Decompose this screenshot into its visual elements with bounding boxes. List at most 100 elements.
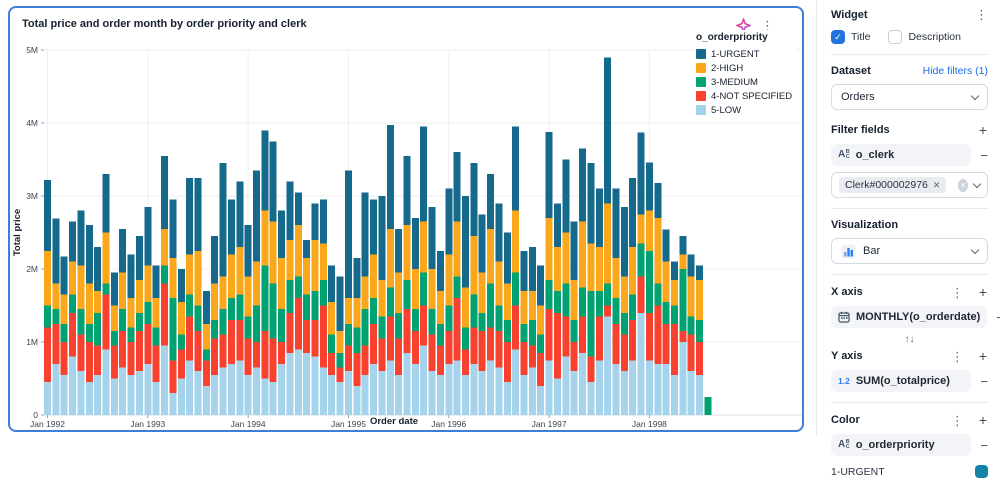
color-value-swatch[interactable]	[975, 465, 988, 478]
bar-segment[interactable]	[671, 261, 678, 280]
bar-segment[interactable]	[219, 309, 227, 335]
bar-segment[interactable]	[253, 170, 260, 262]
bar-segment[interactable]	[52, 309, 60, 324]
bar-segment[interactable]	[202, 360, 210, 386]
bar-segment[interactable]	[361, 374, 369, 415]
bar-segment[interactable]	[579, 148, 587, 222]
bar-segment[interactable]	[645, 162, 653, 211]
bar-segment[interactable]	[537, 385, 545, 415]
bar-segment[interactable]	[495, 331, 503, 368]
bar-segment[interactable]	[512, 272, 520, 306]
remove-x-axis-field-button[interactable]: −	[996, 310, 1000, 325]
bar-segment[interactable]	[169, 258, 177, 299]
bar-segment[interactable]	[654, 363, 662, 415]
bar-segment[interactable]	[420, 345, 428, 415]
bar-segment[interactable]	[537, 334, 545, 353]
bar-segment[interactable]	[520, 290, 528, 324]
bar-segment[interactable]	[253, 261, 260, 306]
bar-segment[interactable]	[654, 182, 662, 218]
bar-segment[interactable]	[487, 174, 495, 229]
bar-segment[interactable]	[679, 236, 687, 255]
bar-segment[interactable]	[704, 396, 712, 415]
bar-segment[interactable]	[512, 126, 520, 211]
bar-segment[interactable]	[671, 305, 678, 324]
bar-segment[interactable]	[553, 378, 561, 416]
bar-segment[interactable]	[428, 269, 436, 310]
bar-segment[interactable]	[453, 221, 461, 277]
bar-segment[interactable]	[445, 305, 453, 332]
bar-segment[interactable]	[428, 309, 436, 335]
chart-menu-kebab-icon[interactable]: ⋮	[761, 18, 774, 33]
bar-segment[interactable]	[553, 290, 561, 313]
bar-segment[interactable]	[186, 316, 194, 361]
bar-segment[interactable]	[579, 221, 587, 288]
bar-segment[interactable]	[119, 309, 127, 332]
bar-segment[interactable]	[520, 374, 528, 415]
bar-segment[interactable]	[161, 265, 169, 284]
bar-segment[interactable]	[662, 229, 670, 262]
bar-segment[interactable]	[236, 320, 244, 361]
bar-segment[interactable]	[52, 323, 60, 364]
bar-segment[interactable]	[696, 374, 704, 415]
y-axis-menu-kebab-icon[interactable]: ⋮	[950, 348, 964, 364]
bar-segment[interactable]	[261, 265, 269, 332]
bar-segment[interactable]	[328, 374, 336, 415]
bar-segment[interactable]	[353, 327, 361, 353]
bar-segment[interactable]	[194, 371, 202, 415]
bar-segment[interactable]	[420, 272, 428, 306]
bar-segment[interactable]	[428, 206, 436, 269]
bar-segment[interactable]	[620, 312, 628, 335]
bar-segment[interactable]	[135, 371, 143, 415]
bar-segment[interactable]	[328, 265, 336, 302]
visualization-select[interactable]: Bar	[831, 238, 988, 264]
bar-segment[interactable]	[311, 356, 319, 415]
bar-segment[interactable]	[478, 331, 486, 372]
bar-segment[interactable]	[612, 188, 620, 259]
bar-segment[interactable]	[77, 309, 85, 335]
bar-segment[interactable]	[202, 290, 210, 324]
bar-segment[interactable]	[311, 239, 319, 291]
bar-segment[interactable]	[604, 305, 612, 317]
bar-segment[interactable]	[336, 331, 344, 353]
bar-segment[interactable]	[227, 199, 235, 255]
bar-segment[interactable]	[520, 323, 528, 342]
bar-segment[interactable]	[462, 374, 469, 415]
bar-segment[interactable]	[595, 360, 603, 415]
bar-segment[interactable]	[604, 283, 612, 306]
bar-segment[interactable]	[528, 247, 536, 291]
legend-item[interactable]: 5-LOW	[696, 103, 796, 117]
bar-segment[interactable]	[403, 279, 411, 310]
bar-segment[interactable]	[278, 210, 286, 259]
bar-segment[interactable]	[411, 363, 419, 415]
add-filter-field-button[interactable]: +	[978, 122, 987, 138]
bar-segment[interactable]	[94, 345, 102, 375]
bar-segment[interactable]	[102, 174, 110, 233]
bar-segment[interactable]	[169, 393, 177, 415]
bar-segment[interactable]	[69, 221, 77, 262]
bar-segment[interactable]	[303, 320, 311, 353]
bar-segment[interactable]	[679, 342, 687, 415]
bar-segment[interactable]	[202, 349, 210, 361]
bar-segment[interactable]	[244, 374, 252, 415]
bar-segment[interactable]	[144, 323, 152, 364]
bar-segment[interactable]	[562, 356, 570, 415]
title-checkbox[interactable]: ✓ Title	[831, 30, 870, 44]
bar-segment[interactable]	[445, 254, 453, 306]
bar-segment[interactable]	[629, 320, 637, 361]
bar-segment[interactable]	[395, 312, 403, 339]
remove-chip-icon[interactable]: ✕	[932, 179, 941, 190]
bar-segment[interactable]	[319, 305, 327, 368]
bar-segment[interactable]	[545, 131, 553, 218]
legend-item[interactable]: 4-NOT SPECIFIED	[696, 89, 796, 103]
bar-segment[interactable]	[645, 250, 653, 313]
bar-segment[interactable]	[637, 276, 645, 313]
remove-color-field-button[interactable]: −	[980, 437, 988, 453]
bar-segment[interactable]	[311, 290, 319, 321]
bar-segment[interactable]	[110, 345, 118, 379]
bar-segment[interactable]	[662, 363, 670, 415]
bar-segment[interactable]	[528, 320, 536, 346]
dataset-select[interactable]: Orders	[831, 84, 988, 110]
bar-segment[interactable]	[269, 141, 277, 222]
bar-segment[interactable]	[152, 298, 160, 328]
bar-segment[interactable]	[386, 287, 394, 317]
